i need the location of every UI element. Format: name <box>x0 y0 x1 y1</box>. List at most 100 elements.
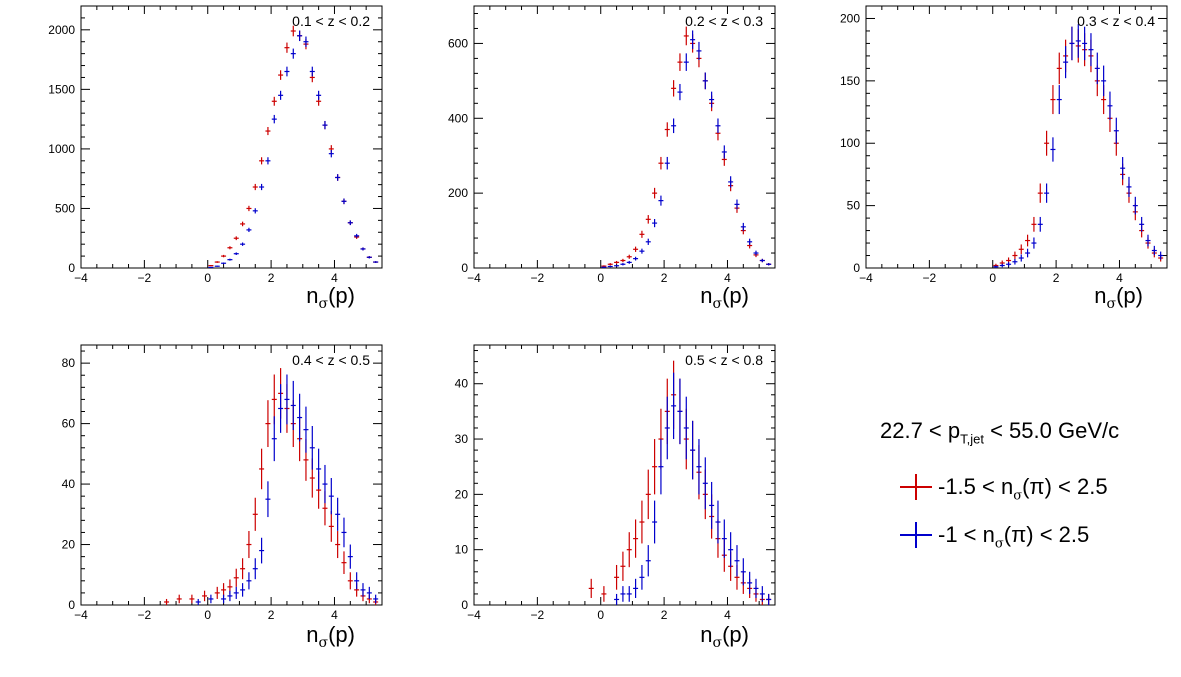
y-tick-label: 1000 <box>48 142 75 156</box>
series-red <box>993 26 1164 268</box>
plot-frame <box>80 5 383 269</box>
x-axis-title-n: n <box>700 283 712 308</box>
legend-red-label-a: -1.5 < n <box>938 474 1014 499</box>
x-tick-label: 4 <box>1116 271 1123 285</box>
x-axis-title-p: (p) <box>328 283 355 308</box>
x-tick-label: 0 <box>597 271 604 285</box>
x-tick-label: 4 <box>724 271 731 285</box>
legend-title-main: 22.7 < p <box>880 418 961 443</box>
x-tick-label: −4 <box>467 608 481 622</box>
x-axis-title: nσ(p) <box>700 283 749 312</box>
legend-title-tail: < 55.0 GeV/c <box>983 418 1120 443</box>
x-tick-label: 2 <box>661 608 668 622</box>
panel-3: −4 −2 0 2 4 0 50 100 150 200 0.3 < z < 0.4 nσ(p) <box>840 5 1168 312</box>
x-tick-label: 2 <box>268 271 275 285</box>
panel-2: −4 −2 0 2 4 0 200 400 600 0.2 < z < 0.3 nσ(p) <box>448 5 776 312</box>
series-red <box>208 25 379 267</box>
series-blue <box>993 24 1164 268</box>
x-tick-label: −2 <box>138 608 152 622</box>
y-tick-label: 40 <box>455 377 469 391</box>
y-tick-label: 400 <box>448 111 468 125</box>
panel-1: −4 −2 0 2 4 0 500 1000 1500 2000 0.1 < z < 0.2 nσ(p… <box>48 5 383 312</box>
y-tick-label: 0 <box>853 261 860 275</box>
legend-red-label-sub: σ <box>1013 488 1023 504</box>
plot-frame <box>473 5 776 269</box>
y-tick-label: 0 <box>461 598 468 612</box>
x-axis-title: nσ(p) <box>306 283 355 312</box>
legend-title-sub: T,jet <box>960 431 984 447</box>
plot-frame <box>865 5 1168 269</box>
x-tick-label: 0 <box>989 271 996 285</box>
y-tick-label: 80 <box>62 356 76 370</box>
y-tick-label: 10 <box>455 543 469 557</box>
x-axis-title-p: (p) <box>722 622 749 647</box>
x-axis-title-n: n <box>700 622 712 647</box>
legend-marker-blue <box>900 522 932 548</box>
z-range-label: 0.3 < z < 0.4 <box>1077 13 1155 29</box>
x-tick-label: −4 <box>74 608 88 622</box>
z-range-label: 0.1 < z < 0.2 <box>292 13 370 29</box>
x-tick-label: 2 <box>661 271 668 285</box>
plot-frame <box>80 344 383 606</box>
x-tick-label: 2 <box>268 608 275 622</box>
series-blue <box>601 30 772 268</box>
z-range-label: 0.5 < z < 0.8 <box>685 352 763 368</box>
series-blue <box>195 374 379 605</box>
x-axis-title: nσ(p) <box>1094 283 1143 312</box>
x-tick-label: 4 <box>331 271 338 285</box>
y-tick-label: 150 <box>840 74 860 88</box>
x-tick-label: −4 <box>859 271 873 285</box>
series-red <box>164 368 379 605</box>
x-axis-title-n: n <box>306 283 318 308</box>
y-tick-label: 1500 <box>48 82 75 96</box>
legend-blue-label-b: (π) < 2.5 <box>1003 522 1090 547</box>
x-tick-label: 4 <box>724 608 731 622</box>
series-blue <box>614 372 772 605</box>
y-tick-label: 50 <box>847 199 861 213</box>
y-tick-label: 200 <box>448 186 468 200</box>
series-blue <box>208 30 379 269</box>
y-tick-label: 20 <box>455 487 469 501</box>
x-tick-label: 2 <box>1053 271 1060 285</box>
legend-blue-label-sub: σ <box>994 536 1004 552</box>
legend-blue-label-a: -1 < n <box>938 522 995 547</box>
y-tick-label: 2000 <box>48 23 75 37</box>
y-tick-label: 60 <box>62 417 76 431</box>
x-axis-title-n: n <box>306 622 318 647</box>
legend-red-label-b: (π) < 2.5 <box>1022 474 1108 499</box>
x-tick-label: −4 <box>467 271 481 285</box>
x-axis-title-sigma: σ <box>713 635 723 651</box>
legend-title: 22.7 < pT,jet < 55.0 GeV/c <box>880 418 1119 446</box>
x-tick-label: −2 <box>531 608 545 622</box>
x-axis-title: nσ(p) <box>306 622 355 651</box>
x-tick-label: −4 <box>74 271 88 285</box>
x-axis-title-p: (p) <box>722 283 749 308</box>
x-axis-title: nσ(p) <box>700 622 749 651</box>
plot-frame <box>473 344 776 606</box>
y-tick-label: 600 <box>448 36 468 50</box>
y-tick-label: 0 <box>68 261 75 275</box>
x-tick-label: 0 <box>597 608 604 622</box>
z-range-label: 0.4 < z < 0.5 <box>292 352 370 368</box>
legend-marker-red <box>900 474 932 500</box>
x-tick-label: −2 <box>531 271 545 285</box>
x-axis-title-p: (p) <box>328 622 355 647</box>
x-axis-title-sigma: σ <box>1107 296 1117 312</box>
x-axis-title-n: n <box>1094 283 1106 308</box>
x-axis-title-sigma: σ <box>319 635 329 651</box>
z-range-label: 0.2 < z < 0.3 <box>685 13 763 29</box>
x-tick-label: −2 <box>923 271 937 285</box>
x-axis-title-p: (p) <box>1116 283 1143 308</box>
x-axis-title-sigma: σ <box>713 296 723 312</box>
y-tick-label: 20 <box>62 538 76 552</box>
x-tick-label: −2 <box>138 271 152 285</box>
y-tick-label: 0 <box>68 598 75 612</box>
x-tick-label: 0 <box>204 271 211 285</box>
x-tick-label: 0 <box>204 608 211 622</box>
y-tick-label: 100 <box>840 136 860 150</box>
x-tick-label: 4 <box>331 608 338 622</box>
y-tick-label: 0 <box>461 261 468 275</box>
